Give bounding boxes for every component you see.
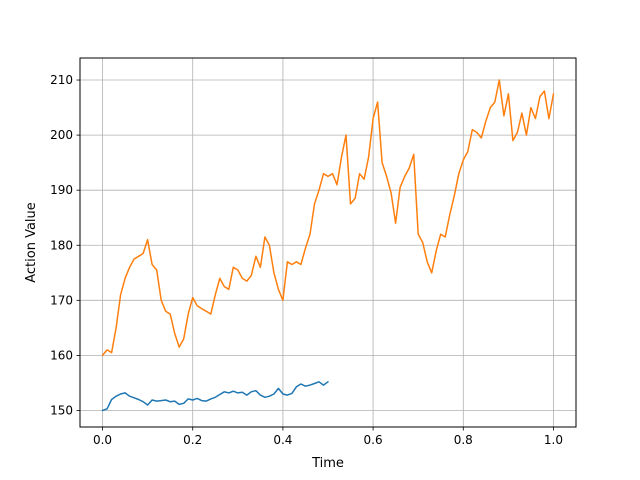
y-tick-label: 150 [50,403,73,417]
x-axis-label: Time [311,456,344,471]
x-tick-label: 0.2 [183,433,202,447]
x-tick-label: 0.6 [364,433,383,447]
y-axis-label: Action Value [24,202,39,283]
y-axis-ticks: 150 160 170 180 190 200 210 [50,73,80,417]
series-line-1 [101,381,329,412]
grid [80,58,576,427]
x-tick-label: 0.0 [93,433,112,447]
y-tick-label: 190 [50,183,73,197]
y-tick-label: 170 [50,293,73,307]
y-tick-label: 180 [50,238,73,252]
series-line-2 [101,79,555,357]
x-tick-label: 1.0 [544,433,563,447]
plot-frame [79,57,577,428]
y-tick-label: 200 [50,128,73,142]
y-tick-label: 160 [50,348,73,362]
plot-area [80,58,576,427]
x-tick-label: 0.8 [454,433,473,447]
series-layer [101,79,555,412]
x-axis-ticks: 0.0 0.2 0.4 0.6 0.8 1.0 [93,427,563,447]
y-tick-label: 210 [50,73,73,87]
x-tick-label: 0.4 [273,433,292,447]
